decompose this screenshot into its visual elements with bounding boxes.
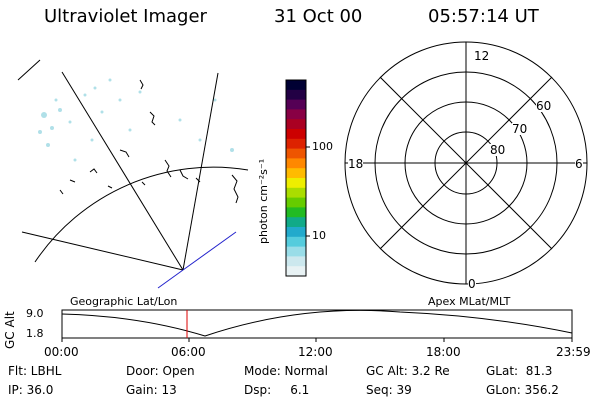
timeline-y-min: 1.8 bbox=[26, 327, 44, 340]
status-glat: GLat: 81.3 bbox=[486, 364, 553, 378]
status-mode: Mode: Normal bbox=[244, 364, 328, 378]
geographic-caption: Geographic Lat/Lon bbox=[70, 295, 178, 308]
observation-time: 05:57:14 UT bbox=[428, 6, 539, 27]
altitude-curve bbox=[61, 309, 573, 337]
mlt-label-18: 18 bbox=[348, 157, 364, 171]
map-graticule bbox=[17, 59, 249, 271]
colorbar-swatch bbox=[286, 138, 306, 150]
colorbar-swatch bbox=[286, 246, 306, 257]
status-gain: Gain: 13 bbox=[126, 383, 177, 397]
colorbar-swatch bbox=[286, 187, 306, 199]
colorbar-swatch bbox=[286, 148, 306, 159]
colorbar-swatch bbox=[286, 256, 306, 267]
mlt-label-12: 12 bbox=[474, 49, 490, 63]
colorbar-swatch bbox=[286, 227, 306, 238]
colorbar-swatch bbox=[286, 109, 306, 120]
timeline-tick-0600: 06:00 bbox=[171, 345, 206, 359]
colorbar-swatch bbox=[286, 217, 306, 228]
colorbar-swatch bbox=[286, 119, 306, 130]
colorbar-swatch bbox=[286, 178, 306, 189]
colorbar-tick-10: 10 bbox=[312, 229, 326, 242]
mlt-label-0: 0 bbox=[468, 277, 476, 291]
status-filter: Flt: LBHL bbox=[8, 364, 62, 378]
colorbar-swatch bbox=[286, 266, 306, 277]
colorbar-swatch bbox=[286, 168, 306, 179]
timeline-tick-1200: 12:00 bbox=[298, 345, 333, 359]
colorbar-swatch bbox=[286, 207, 306, 218]
instrument-title: Ultraviolet Imager bbox=[44, 6, 207, 27]
mlat-label-80: 80 bbox=[490, 143, 506, 157]
timeline-tick-1800: 18:00 bbox=[426, 345, 461, 359]
color-scale-gradient bbox=[286, 80, 306, 277]
orbit-track-ahead bbox=[182, 231, 237, 271]
mlat-label-60: 60 bbox=[536, 99, 552, 113]
colorbar-swatch bbox=[286, 129, 306, 140]
colorbar-tick-100: 100 bbox=[312, 140, 333, 153]
colorbar-swatch bbox=[286, 89, 306, 101]
status-gc-alt: GC Alt: 3.2 Re bbox=[366, 364, 450, 378]
orbit-track-behind bbox=[157, 269, 184, 289]
polar-diagonal-b bbox=[379, 76, 553, 250]
status-glon: GLon: 356.2 bbox=[486, 383, 559, 397]
mlt-label-6: 6 bbox=[575, 157, 583, 171]
colorbar-swatch bbox=[286, 99, 306, 110]
colorbar-swatch bbox=[286, 236, 306, 248]
colorbar-swatch bbox=[286, 197, 306, 208]
apex-caption: Apex MLat/MLT bbox=[428, 295, 511, 308]
status-ip: IP: 36.0 bbox=[8, 383, 54, 397]
colorbar-swatch bbox=[286, 158, 306, 169]
observation-date: 31 Oct 00 bbox=[274, 6, 363, 27]
timeline-tick-0000: 00:00 bbox=[44, 345, 79, 359]
coastline-fragments bbox=[59, 79, 239, 204]
timeline-tick-2359: 23:59 bbox=[556, 345, 591, 359]
timeline-y-max: 9.0 bbox=[26, 307, 44, 320]
status-door: Door: Open bbox=[126, 364, 195, 378]
status-seq: Seq: 39 bbox=[366, 383, 412, 397]
status-dsp: Dsp: 6.1 bbox=[244, 383, 310, 397]
mlat-label-70: 70 bbox=[512, 122, 528, 136]
colorbar-swatch bbox=[286, 80, 306, 91]
aurora-speckles bbox=[38, 78, 234, 162]
